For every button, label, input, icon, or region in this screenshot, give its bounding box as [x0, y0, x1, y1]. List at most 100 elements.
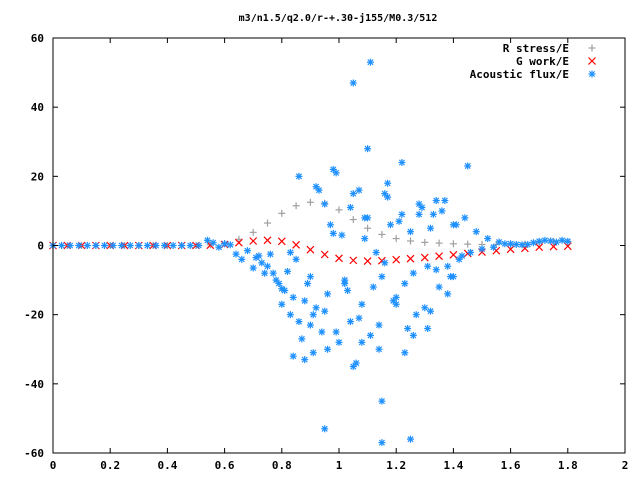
data-point: [421, 304, 429, 312]
data-point: [235, 235, 243, 243]
plot-area: [49, 58, 572, 447]
data-point: [501, 240, 509, 248]
data-point: [304, 280, 312, 288]
data-point: [378, 230, 386, 238]
data-point: [312, 304, 320, 312]
data-point: [478, 245, 486, 253]
data-point: [301, 297, 309, 305]
data-point: [404, 325, 412, 332]
data-point: [464, 240, 472, 248]
data-point: [281, 286, 289, 294]
data-point: [420, 253, 429, 262]
data-point: [286, 248, 294, 256]
data-point: [366, 58, 374, 66]
data-point: [464, 162, 472, 170]
chart-title: m3/n1.5/q2.0/r-+.30-j155/M0.3/512: [239, 12, 438, 24]
data-point: [58, 242, 66, 249]
data-point: [215, 243, 223, 251]
data-point: [309, 349, 317, 357]
data-point: [441, 197, 449, 205]
x-tick-label: 0.6: [215, 459, 235, 472]
data-point: [467, 248, 475, 256]
data-point: [83, 242, 91, 249]
data-point: [332, 328, 340, 336]
data-point: [178, 242, 186, 249]
data-point: [263, 236, 272, 245]
data-point: [435, 283, 443, 291]
data-point: [398, 210, 406, 218]
data-point: [438, 207, 446, 215]
data-point: [458, 252, 466, 260]
data-point: [424, 262, 432, 270]
data-point: [349, 216, 357, 224]
data-point: [152, 242, 160, 249]
legend-marker: [588, 44, 596, 52]
legend-label: G work/E: [516, 55, 569, 68]
data-point: [320, 250, 329, 259]
data-point: [395, 217, 403, 225]
data-point: [381, 259, 389, 267]
data-point: [135, 242, 143, 249]
data-point: [292, 202, 300, 210]
data-point: [326, 221, 334, 229]
data-point: [100, 242, 108, 249]
series-acoustic-flux-e: [49, 58, 572, 447]
data-point: [361, 235, 369, 243]
y-tick-label: -20: [24, 309, 44, 322]
data-point: [461, 214, 469, 222]
data-point: [355, 314, 363, 322]
data-point: [358, 338, 366, 346]
data-point: [358, 300, 366, 308]
data-point: [278, 300, 286, 308]
data-point: [535, 237, 543, 245]
x-tick-label: 1.2: [386, 459, 406, 472]
data-point: [321, 425, 329, 433]
data-point: [547, 237, 555, 245]
legend-label: Acoustic flux/E: [470, 68, 569, 81]
data-point: [524, 240, 532, 248]
data-point: [392, 300, 400, 308]
data-point: [312, 183, 320, 191]
data-point: [298, 335, 306, 343]
data-point: [432, 266, 440, 274]
data-point: [203, 236, 211, 244]
data-point: [384, 193, 392, 201]
data-point: [306, 245, 315, 254]
data-point: [472, 228, 480, 236]
x-tick-label: 1.4: [443, 459, 463, 472]
data-point: [126, 242, 134, 249]
data-point: [324, 290, 332, 298]
data-point: [344, 286, 352, 294]
data-point: [435, 252, 444, 261]
data-point: [249, 228, 257, 236]
x-tick-label: 2: [622, 459, 629, 472]
data-point: [295, 318, 303, 326]
data-point: [221, 240, 229, 248]
data-point: [449, 250, 458, 259]
data-point: [558, 236, 566, 244]
data-point: [234, 238, 243, 247]
data-point: [261, 269, 269, 277]
x-tick-label: 0.8: [272, 459, 292, 472]
data-point: [318, 328, 326, 336]
data-point: [489, 243, 497, 251]
data-point: [435, 239, 443, 247]
legend-marker: [588, 57, 596, 65]
data-point: [418, 203, 426, 211]
data-point: [324, 345, 332, 353]
data-point: [161, 242, 169, 249]
x-tick-label: 1.6: [501, 459, 521, 472]
y-tick-label: 20: [31, 170, 44, 183]
data-point: [372, 248, 380, 256]
data-point: [264, 219, 271, 227]
data-point: [364, 224, 372, 232]
data-point: [398, 159, 406, 166]
data-point: [401, 349, 409, 357]
data-point: [338, 231, 346, 239]
data-point: [366, 331, 374, 339]
data-point: [335, 254, 343, 263]
data-point: [378, 439, 386, 447]
data-point: [292, 240, 301, 249]
data-point: [269, 269, 277, 277]
